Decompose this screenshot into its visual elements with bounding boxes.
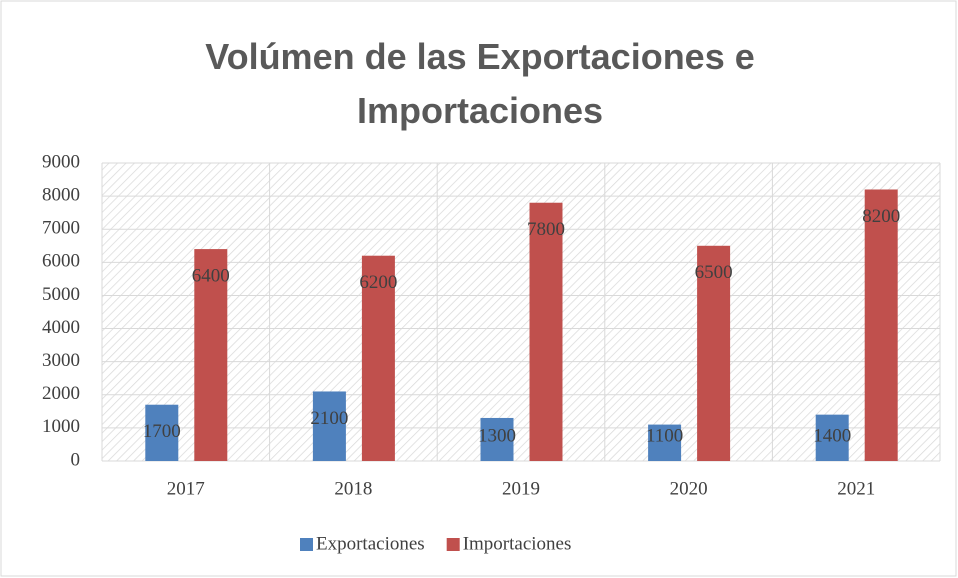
data-label: 2100 <box>310 408 348 429</box>
data-label: 7800 <box>527 219 565 240</box>
x-tick-label: 2021 <box>837 478 875 499</box>
bar <box>529 202 563 461</box>
bar <box>145 404 179 461</box>
y-tick-label: 8000 <box>42 184 80 205</box>
y-tick-label: 2000 <box>42 383 80 404</box>
data-label: 1300 <box>478 425 516 446</box>
x-tick-label: 2019 <box>502 478 540 499</box>
data-label: 1400 <box>813 425 851 446</box>
chart-title: Volúmen de las Exportaciones e Importaci… <box>205 36 755 131</box>
x-tick-label: 2017 <box>167 478 205 499</box>
y-tick-label: 6000 <box>42 251 80 272</box>
bar <box>480 417 514 461</box>
bar <box>361 255 395 461</box>
y-tick-label: 9000 <box>42 151 80 172</box>
bar <box>864 189 898 461</box>
y-tick-label: 1000 <box>42 416 80 437</box>
data-label: 6500 <box>695 262 733 283</box>
y-tick-label: 5000 <box>42 284 80 305</box>
y-tick-label: 7000 <box>42 218 80 239</box>
bar <box>194 249 228 461</box>
y-tick-label: 0 <box>71 449 81 470</box>
bar <box>648 424 682 461</box>
y-tick-label: 4000 <box>42 317 80 338</box>
data-label: 6200 <box>359 272 397 293</box>
x-tick-label: 2020 <box>670 478 708 499</box>
legend-label: Exportaciones <box>316 533 425 554</box>
data-label: 6400 <box>192 265 230 286</box>
bar <box>697 245 731 461</box>
bar <box>815 414 849 461</box>
legend-swatch <box>446 538 460 551</box>
legend-label: Importaciones <box>463 533 572 554</box>
legend-swatch <box>300 538 313 551</box>
bar <box>312 391 346 461</box>
y-tick-label: 3000 <box>42 350 80 371</box>
data-label: 1700 <box>143 421 181 442</box>
x-tick-label: 2018 <box>334 478 372 499</box>
data-label: 8200 <box>862 206 900 227</box>
plot-area <box>102 163 940 461</box>
data-label: 1100 <box>646 425 683 446</box>
